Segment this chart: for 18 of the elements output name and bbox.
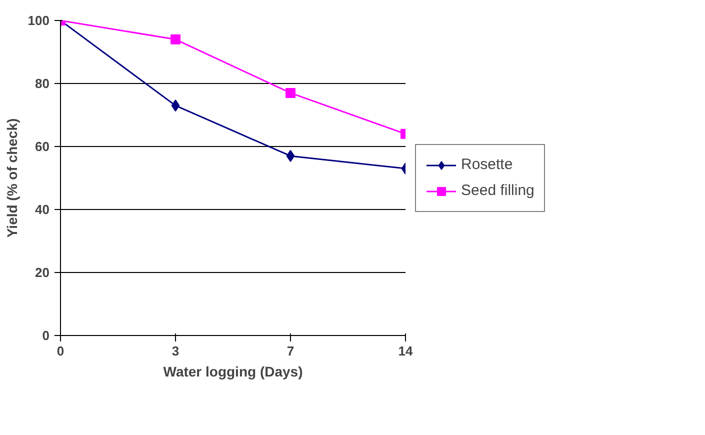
point xyxy=(286,150,295,162)
point xyxy=(286,88,296,98)
legend-label: Seed filling xyxy=(461,182,534,199)
x-tick-label: 7 xyxy=(286,344,294,358)
y-tick-label: 100 xyxy=(28,13,50,28)
y-tick-label: 60 xyxy=(35,139,50,154)
x-tick-label: 0 xyxy=(56,344,64,358)
point xyxy=(170,34,180,44)
y-axis-title: Yield (% of check) xyxy=(4,118,20,238)
y-tick-label: 40 xyxy=(35,202,50,217)
legend-label: Rosette xyxy=(461,156,513,173)
y-tick-label: 80 xyxy=(35,76,50,91)
x-tick-label: 14 xyxy=(398,344,414,358)
y-tick-label: 0 xyxy=(42,328,50,343)
y-tick-label: 20 xyxy=(35,265,50,280)
point xyxy=(171,100,180,112)
x-tick-label: 3 xyxy=(172,344,180,358)
x-axis-title: Water logging (Days) xyxy=(163,364,303,380)
